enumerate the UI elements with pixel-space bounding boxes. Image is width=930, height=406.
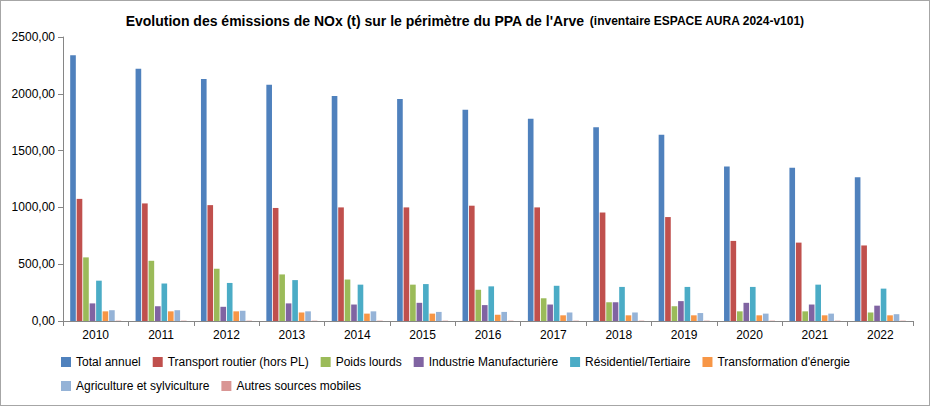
svg-text:Poids lourds: Poids lourds — [336, 355, 402, 369]
svg-text:2014: 2014 — [344, 328, 371, 342]
svg-text:500,00: 500,00 — [18, 257, 55, 271]
svg-text:2000,00: 2000,00 — [12, 87, 56, 101]
svg-text:2017: 2017 — [540, 328, 567, 342]
svg-text:2019: 2019 — [671, 328, 698, 342]
svg-text:2020: 2020 — [736, 328, 763, 342]
svg-text:1000,00: 1000,00 — [12, 200, 56, 214]
svg-text:2021: 2021 — [802, 328, 829, 342]
svg-text:Evolution des émissions de NOx: Evolution des émissions de NOx (t) sur l… — [126, 13, 585, 29]
svg-text:Total annuel: Total annuel — [76, 355, 141, 369]
svg-text:2500,00: 2500,00 — [12, 30, 56, 44]
svg-text:(inventaire ESPACE AURA 2024-v: (inventaire ESPACE AURA 2024-v101) — [590, 14, 804, 28]
svg-text:Transport routier (hors PL): Transport routier (hors PL) — [168, 355, 309, 369]
svg-text:1500,00: 1500,00 — [12, 144, 56, 158]
svg-text:2011: 2011 — [148, 328, 174, 342]
svg-text:2016: 2016 — [475, 328, 502, 342]
svg-text:2015: 2015 — [409, 328, 436, 342]
svg-text:Agriculture et sylviculture: Agriculture et sylviculture — [76, 379, 210, 393]
svg-text:Résidentiel/Tertiaire: Résidentiel/Tertiaire — [585, 355, 691, 369]
svg-text:2018: 2018 — [605, 328, 632, 342]
svg-text:2010: 2010 — [82, 328, 109, 342]
svg-text:2012: 2012 — [213, 328, 240, 342]
svg-text:2022: 2022 — [867, 328, 894, 342]
svg-text:Transformation d'énergie: Transformation d'énergie — [717, 355, 850, 369]
svg-text:Industrie Manufacturière: Industrie Manufacturière — [429, 355, 559, 369]
svg-text:0,00: 0,00 — [32, 314, 56, 328]
svg-text:Autres sources mobiles: Autres sources mobiles — [236, 379, 361, 393]
svg-text:2013: 2013 — [278, 328, 305, 342]
